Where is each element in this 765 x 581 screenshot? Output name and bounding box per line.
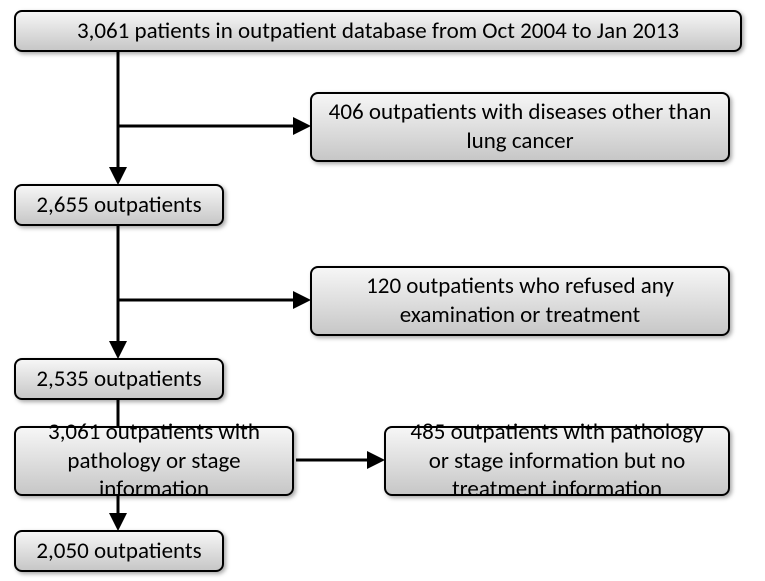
flow-node-n0: 3,061 patients in outpatient database fr… <box>14 10 742 52</box>
flow-node-n7: 2,050 outpatients <box>14 530 224 572</box>
flow-node-n2: 2,655 outpatients <box>14 184 224 226</box>
flow-node-n1: 406 outpatients with diseases other than… <box>310 92 730 162</box>
flow-node-n3: 120 outpatients who refused any examinat… <box>310 266 730 336</box>
flow-node-n4: 2,535 outpatients <box>14 358 224 400</box>
flow-node-n6: 485 outpatients with pathology or stage … <box>384 426 730 496</box>
flowchart-canvas: { "flowchart": { "type": "flowchart", "b… <box>0 0 765 581</box>
flow-node-n5: 3,061 outpatients with pathology or stag… <box>14 426 294 496</box>
